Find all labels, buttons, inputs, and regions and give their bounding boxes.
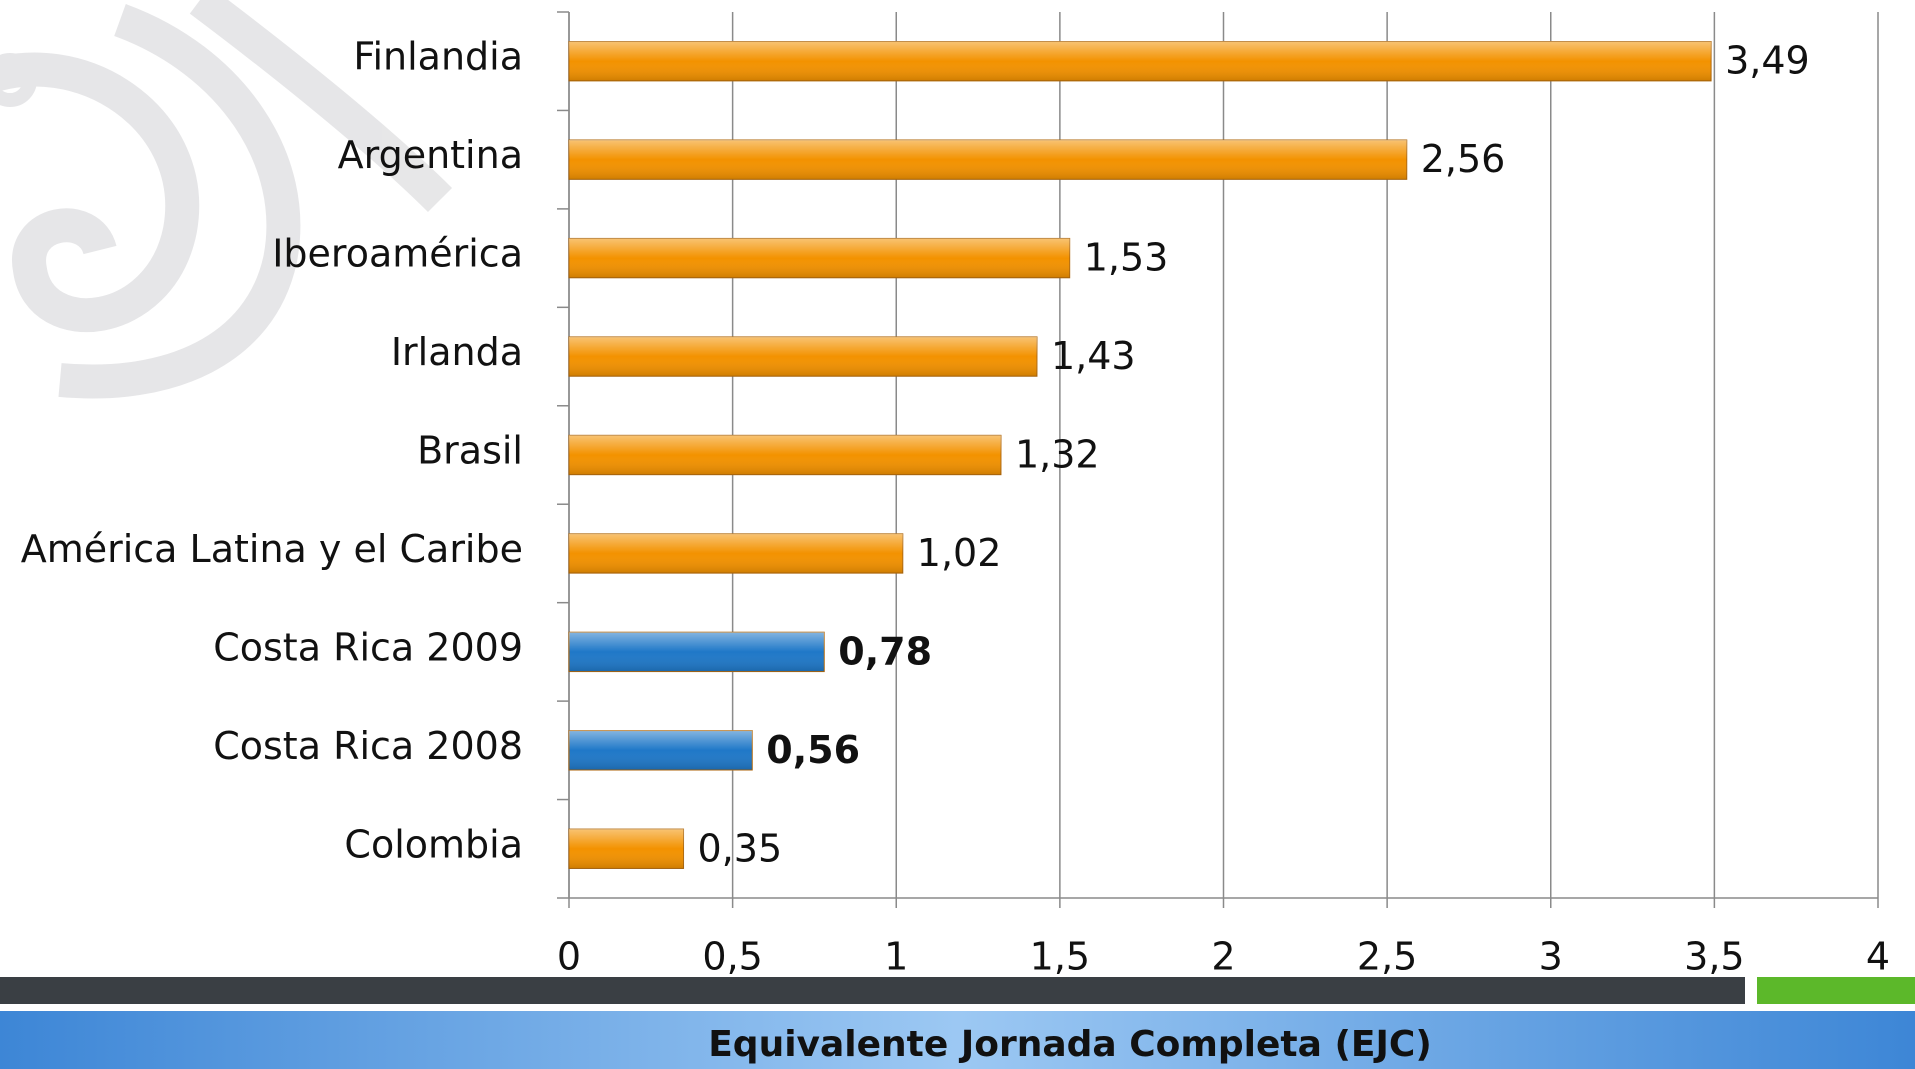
y-tick-label: Irlanda xyxy=(391,330,523,374)
bar-shine xyxy=(569,336,1037,377)
bar-shine xyxy=(569,41,1712,81)
y-tick-label: Costa Rica 2009 xyxy=(213,625,523,669)
value-label: 1,02 xyxy=(917,531,1002,575)
x-tick-label: 0 xyxy=(557,935,581,979)
value-label: 1,43 xyxy=(1051,334,1136,378)
footer-band xyxy=(0,1011,1915,1069)
bar-shine xyxy=(569,829,684,869)
x-tick-label: 1,5 xyxy=(1030,935,1090,979)
x-axis-title: Equivalente Jornada Completa (EJC) xyxy=(708,1024,1432,1065)
x-tick-label: 3,5 xyxy=(1684,935,1744,979)
bar-shine xyxy=(569,238,1070,278)
value-label: 1,32 xyxy=(1015,433,1100,477)
bar-shine xyxy=(569,632,825,672)
footer-accent xyxy=(1757,977,1915,1004)
x-tick-label: 0,5 xyxy=(702,935,762,979)
value-label: 0,56 xyxy=(766,728,860,772)
value-label: 3,49 xyxy=(1725,39,1810,83)
decoration xyxy=(0,0,453,399)
x-tick-label: 4 xyxy=(1866,935,1890,979)
value-label: 0,78 xyxy=(838,629,932,673)
bar-shine xyxy=(569,435,1001,475)
y-tick-label: América Latina y el Caribe xyxy=(21,527,523,571)
y-tick-label: Costa Rica 2008 xyxy=(213,724,523,768)
y-tick-label: Finlandia xyxy=(353,35,523,79)
bar-shine xyxy=(569,533,903,574)
y-tick-label: Iberoamérica xyxy=(272,232,523,276)
value-label: 2,56 xyxy=(1421,137,1506,181)
value-label: 1,53 xyxy=(1084,236,1169,280)
y-tick-label: Argentina xyxy=(338,133,523,177)
x-tick-label: 1 xyxy=(884,935,908,979)
x-tick-label: 3 xyxy=(1539,935,1563,979)
x-tick-label: 2 xyxy=(1211,935,1235,979)
value-label: 0,35 xyxy=(698,826,783,870)
y-tick-label: Brasil xyxy=(417,429,523,473)
x-tick-label: 2,5 xyxy=(1357,935,1417,979)
footer-bar xyxy=(0,977,1745,1004)
y-tick-label: Colombia xyxy=(344,822,523,866)
bar-shine xyxy=(569,730,753,771)
bar-shine xyxy=(569,139,1407,180)
